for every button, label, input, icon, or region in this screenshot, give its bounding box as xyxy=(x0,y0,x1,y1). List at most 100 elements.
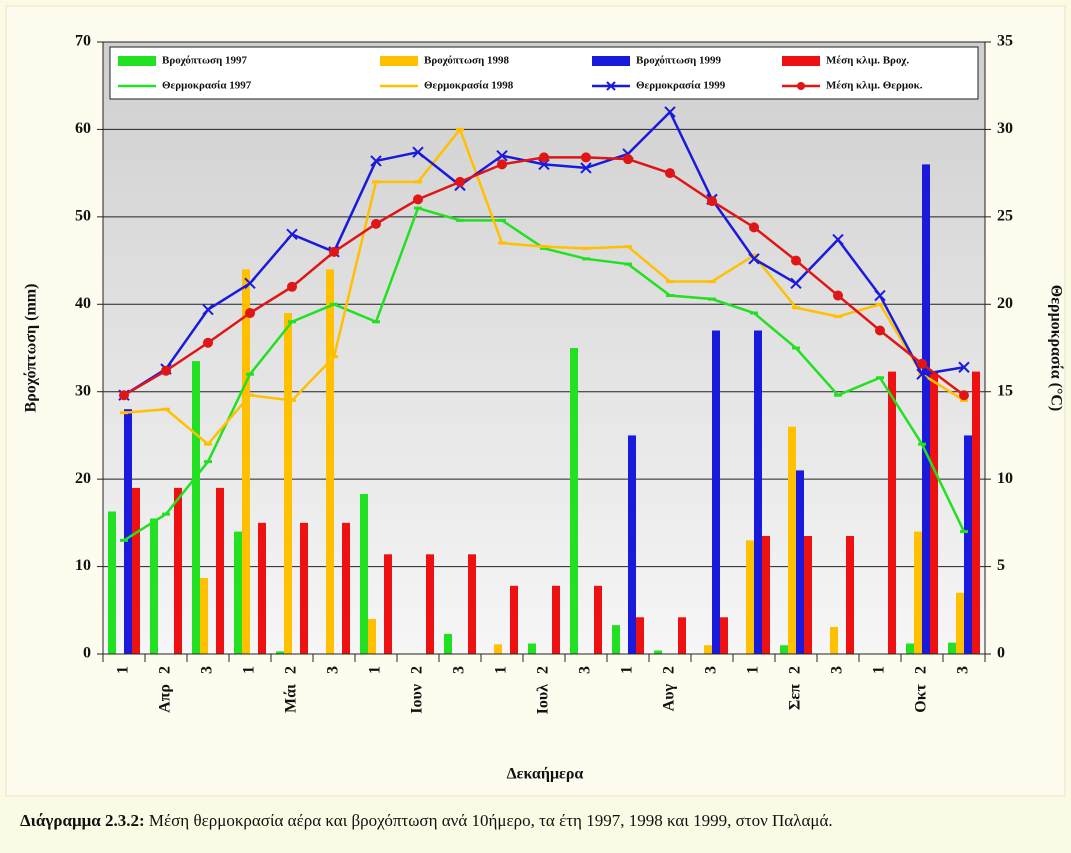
marker xyxy=(665,168,675,179)
bar xyxy=(654,650,662,654)
x-group-label: Ιουλ xyxy=(535,684,552,715)
bar xyxy=(930,371,938,654)
marker xyxy=(412,146,424,158)
x-tick-label: 2 xyxy=(283,666,300,674)
bar xyxy=(972,371,980,654)
legend-swatch xyxy=(592,56,630,66)
marker xyxy=(539,152,549,163)
bar xyxy=(132,487,140,654)
marker xyxy=(833,290,843,301)
marker xyxy=(455,176,465,187)
marker xyxy=(413,194,423,205)
marker xyxy=(790,277,802,290)
x-axis-label: Δεκαήμερα xyxy=(507,766,584,783)
marker xyxy=(203,337,213,348)
legend-swatch xyxy=(782,56,820,66)
bar xyxy=(300,522,308,654)
bar xyxy=(762,535,770,654)
bar xyxy=(922,164,930,654)
bar xyxy=(612,625,620,654)
legend-label: Βροχόπτωση 1999 xyxy=(636,55,721,67)
bar xyxy=(746,540,754,654)
bar xyxy=(628,435,636,654)
x-group-label: Οκτ xyxy=(913,683,930,712)
bar xyxy=(384,554,392,654)
bar xyxy=(948,642,956,654)
bar xyxy=(796,470,804,654)
y-tick-label: 50 xyxy=(75,208,91,225)
x-tick-label: 3 xyxy=(325,666,342,674)
bar xyxy=(704,645,712,654)
marker xyxy=(917,358,927,369)
x-tick-label: 1 xyxy=(367,666,384,674)
marker xyxy=(581,152,591,163)
legend-label: Θερμοκρασία 1997 xyxy=(162,80,252,92)
marker xyxy=(286,228,298,241)
bar xyxy=(468,554,476,654)
bar xyxy=(804,535,812,654)
y2-tick-label: 5 xyxy=(997,557,1005,574)
marker xyxy=(161,365,171,376)
bar xyxy=(494,644,502,654)
marker xyxy=(874,289,886,302)
caption: Διάγραμμα 2.3.2: Μέση θερμοκρασία αέρα κ… xyxy=(20,811,833,830)
y2-tick-label: 35 xyxy=(997,33,1013,50)
bar xyxy=(780,645,788,654)
bar xyxy=(108,511,116,654)
x-group-label: Σεπ xyxy=(787,684,804,710)
marker xyxy=(202,303,214,316)
marker xyxy=(832,233,844,246)
bar xyxy=(528,643,536,654)
y2-axis-label: Θερμοκρασία (°C) xyxy=(1047,285,1064,412)
x-tick-label: 2 xyxy=(787,666,804,674)
bar xyxy=(174,487,182,654)
x-tick-label: 1 xyxy=(115,666,132,674)
bar xyxy=(284,313,292,654)
x-tick-label: 2 xyxy=(409,666,426,674)
y-tick-label: 10 xyxy=(75,557,91,574)
bar xyxy=(788,426,796,654)
y2-tick-label: 20 xyxy=(997,295,1013,312)
y-tick-label: 70 xyxy=(75,33,91,50)
x-tick-label: 3 xyxy=(577,666,594,674)
legend-swatch xyxy=(380,56,418,66)
x-tick-label: 1 xyxy=(745,666,762,674)
y2-tick-label: 15 xyxy=(997,382,1013,399)
y2-tick-label: 10 xyxy=(997,470,1013,487)
x-group-label: Μάι xyxy=(283,684,300,713)
bar xyxy=(258,522,266,654)
marker xyxy=(791,255,801,266)
bar xyxy=(914,531,922,654)
marker xyxy=(287,281,297,292)
bar xyxy=(200,577,208,654)
bar xyxy=(846,535,854,654)
bar xyxy=(368,619,376,654)
bar xyxy=(342,522,350,654)
x-group-label: Ιουν xyxy=(409,684,426,714)
y-tick-label: 20 xyxy=(75,470,91,487)
x-tick-label: 3 xyxy=(451,666,468,674)
x-tick-label: 2 xyxy=(913,666,930,674)
bar xyxy=(216,487,224,654)
bar xyxy=(276,651,284,654)
marker xyxy=(707,196,717,207)
x-group-label: Αυγ xyxy=(661,683,678,711)
legend-label: Θερμοκρασία 1999 xyxy=(636,80,726,92)
marker xyxy=(497,159,507,170)
x-tick-label: 3 xyxy=(703,666,720,674)
bar xyxy=(678,617,686,654)
bar xyxy=(830,626,838,654)
marker xyxy=(875,325,885,336)
bar xyxy=(242,269,250,654)
legend-marker xyxy=(606,81,616,91)
bar xyxy=(712,330,720,654)
bar xyxy=(326,269,334,654)
bar xyxy=(906,643,914,654)
caption-label: Διάγραμμα 2.3.2: xyxy=(20,811,145,830)
legend-label: Βροχόπτωση 1997 xyxy=(162,55,247,67)
marker xyxy=(119,390,129,401)
bar xyxy=(552,585,560,654)
y-tick-label: 40 xyxy=(75,295,91,312)
marker xyxy=(958,361,970,373)
